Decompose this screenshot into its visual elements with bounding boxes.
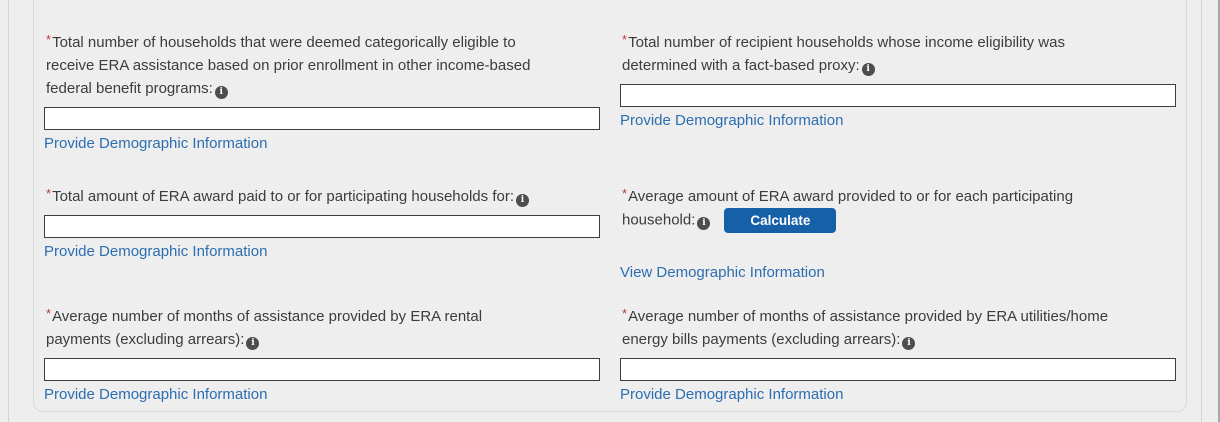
view-demographic-info-link[interactable]: View Demographic Information	[620, 264, 825, 281]
avg-months-rental-payments-input[interactable]	[44, 358, 600, 381]
field-label-text: Average number of months of assistance p…	[52, 308, 483, 325]
required-asterisk: *	[46, 32, 52, 47]
outer-panel-left-border	[8, 0, 9, 422]
field-households-categorically-eligible: *Total number of households that were de…	[44, 28, 600, 153]
outer-panel-right-border	[1201, 0, 1202, 422]
required-asterisk: *	[622, 186, 628, 201]
field-label-text: payments (excluding arrears):	[46, 331, 245, 348]
provide-demographic-info-link[interactable]: Provide Demographic Information	[620, 386, 844, 403]
households-categorically-eligible-input[interactable]	[44, 107, 600, 130]
window-right-edge	[1218, 0, 1220, 422]
field-label-text: Average number of months of assistance p…	[628, 308, 1109, 325]
field-label: *Average amount of ERA award provided to…	[622, 182, 1176, 233]
field-label-text: federal benefit programs:	[46, 80, 213, 97]
field-label-text: Total amount of ERA award paid to or for…	[52, 188, 514, 205]
field-label: *Total number of households that were de…	[46, 28, 600, 100]
required-asterisk: *	[622, 32, 628, 47]
field-total-era-award-paid: *Total amount of ERA award paid to or fo…	[44, 182, 600, 261]
provide-demographic-info-link[interactable]: Provide Demographic Information	[44, 135, 268, 152]
calculate-button[interactable]: Calculate	[724, 208, 837, 233]
provide-demographic-info-link[interactable]: Provide Demographic Information	[44, 243, 268, 260]
info-icon[interactable]: i	[902, 337, 916, 350]
field-label: *Total number of recipient households wh…	[622, 28, 1176, 77]
avg-months-utilities-payments-input[interactable]	[620, 358, 1176, 381]
form-fields-grid: *Total number of households that were de…	[44, 28, 1176, 404]
households-fact-based-proxy-input[interactable]	[620, 84, 1176, 107]
form-section-container	[33, 0, 1187, 412]
field-label: *Total amount of ERA award paid to or fo…	[46, 182, 600, 208]
field-average-era-award: *Average amount of ERA award provided to…	[620, 182, 1176, 282]
field-avg-months-utilities-payments: *Average number of months of assistance …	[620, 302, 1176, 404]
total-era-award-paid-input[interactable]	[44, 215, 600, 238]
field-label-text: determined with a fact-based proxy:	[622, 57, 860, 74]
field-label-text: Total number of recipient households who…	[628, 34, 1065, 51]
required-asterisk: *	[622, 306, 628, 321]
field-label: *Average number of months of assistance …	[46, 302, 600, 351]
field-label: *Average number of months of assistance …	[622, 302, 1176, 351]
info-icon[interactable]: i	[861, 63, 875, 76]
provide-demographic-info-link[interactable]: Provide Demographic Information	[620, 112, 844, 129]
field-label-text: household:	[622, 211, 696, 229]
field-households-fact-based-proxy: *Total number of recipient households wh…	[620, 28, 1176, 130]
field-label-text: energy bills payments (excluding arrears…	[622, 331, 901, 348]
field-label-text: Total number of households that were dee…	[52, 34, 516, 51]
info-icon[interactable]: i	[516, 194, 529, 207]
field-avg-months-rental-payments: *Average number of months of assistance …	[44, 302, 600, 404]
required-asterisk: *	[46, 186, 52, 201]
provide-demographic-info-link[interactable]: Provide Demographic Information	[44, 386, 268, 403]
field-label-text: receive ERA assistance based on prior en…	[46, 57, 531, 74]
required-asterisk: *	[46, 306, 52, 321]
info-icon[interactable]: i	[697, 217, 711, 231]
field-label-text: Average amount of ERA award provided to …	[628, 188, 1074, 205]
info-icon[interactable]: i	[246, 337, 260, 350]
info-icon[interactable]: i	[214, 86, 228, 99]
